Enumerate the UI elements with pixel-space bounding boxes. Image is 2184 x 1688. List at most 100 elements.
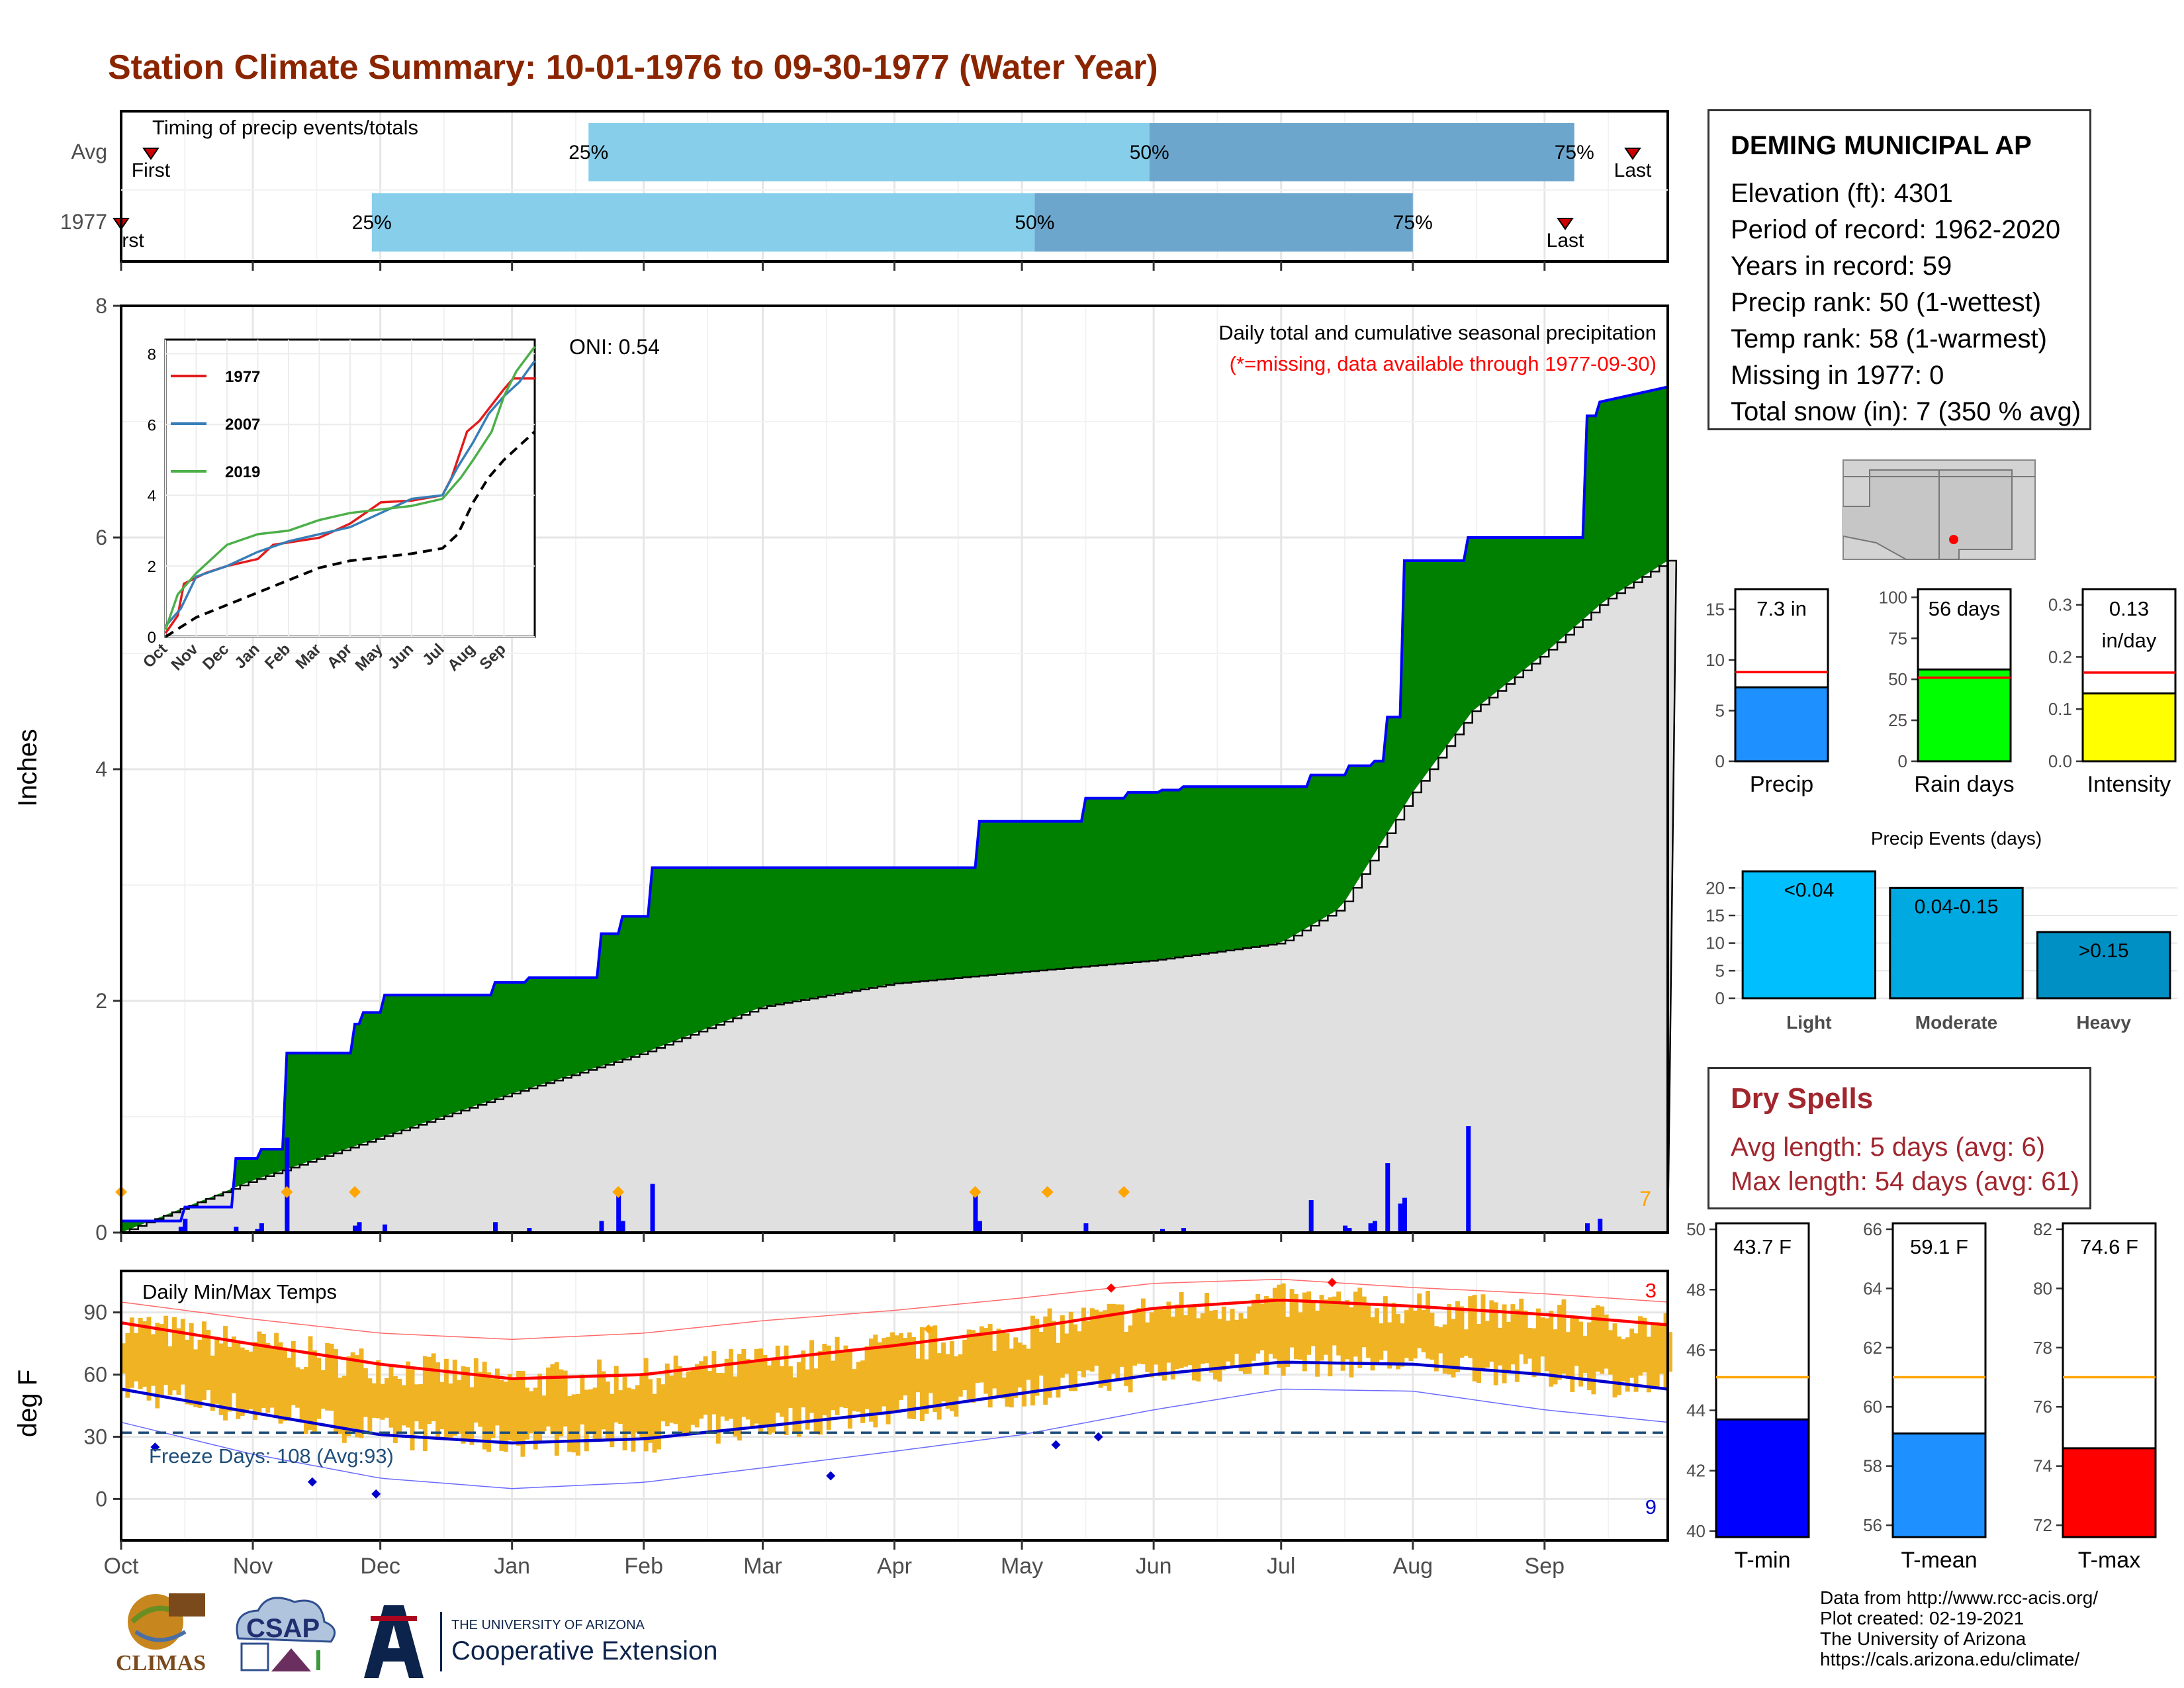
temp-summary-y-tick-label: 40 [1686, 1521, 1706, 1541]
daily-temp-bar [911, 1336, 917, 1419]
daily-temp-bar [1017, 1342, 1023, 1388]
precip-events-title: Precip Events (days) [1871, 828, 2042, 849]
daily-temp-bar [1022, 1344, 1027, 1407]
snow-days-count: 7 [1639, 1187, 1651, 1211]
daily-temp-bar [274, 1333, 279, 1419]
daily-temp-bar [385, 1378, 389, 1418]
daily-precip-bar [259, 1223, 264, 1233]
inset-x-tick-label: Aug [444, 640, 478, 675]
daily-temp-bar [1234, 1319, 1240, 1354]
daily-temp-bar [1430, 1313, 1435, 1360]
timing-p75-label: 75% [1555, 142, 1594, 164]
temp-summary-y-tick-label: 78 [2033, 1338, 2052, 1358]
events-y-tick-label: 5 [1715, 961, 1725, 980]
daily-temp-bar [682, 1377, 687, 1436]
daily-temp-bar [1514, 1309, 1520, 1382]
inset-x-tick-label: Sep [477, 640, 510, 673]
daily-temp-bar [567, 1396, 572, 1452]
daily-temp-bar [1191, 1305, 1197, 1381]
daily-temp-bar [796, 1362, 801, 1437]
inset-x-tick-label: Mar [292, 640, 324, 673]
page-title: Station Climate Summary: 10-01-1976 to 0… [108, 48, 1158, 87]
daily-temp-bar [410, 1369, 415, 1451]
daily-temp-bar [1047, 1308, 1052, 1398]
daily-temp-bar [971, 1330, 976, 1403]
daily-precip-bar [527, 1228, 532, 1233]
snow-day-marker [1118, 1186, 1130, 1198]
daily-temp-bar [1332, 1296, 1337, 1346]
daily-temp-bar [508, 1374, 513, 1440]
daily-temp-bar [992, 1350, 997, 1389]
temp-summary-y-tick-label: 64 [1863, 1278, 1882, 1298]
daily-temp-bar [1259, 1303, 1265, 1350]
daily-temp-bar [898, 1333, 903, 1400]
daily-temp-bar [1549, 1311, 1554, 1387]
daily-temp-bar [1170, 1316, 1175, 1380]
daily-precip-bar [234, 1227, 239, 1233]
daily-temp-bar [1183, 1315, 1189, 1367]
inset-x-tick-label: Apr [324, 640, 355, 672]
temp-summary-value-bar [1891, 1432, 1987, 1538]
daily-temp-bar [1175, 1304, 1180, 1370]
daily-temp-bar [1328, 1297, 1333, 1377]
daily-temp-bar [1208, 1310, 1214, 1373]
daily-temp-bar [278, 1342, 283, 1424]
daily-temp-bar [936, 1353, 942, 1420]
daily-temp-bar [1149, 1312, 1154, 1378]
daily-temp-bar [1119, 1304, 1124, 1367]
daily-precip-bar [1466, 1126, 1471, 1233]
daily-temp-bar [1166, 1301, 1171, 1363]
station-elevation: Elevation (ft): 4301 [1731, 179, 1953, 208]
temp-summary-y-tick-label: 48 [1686, 1280, 1706, 1299]
daily-temp-bar [269, 1348, 275, 1408]
daily-temp-bar [715, 1373, 721, 1444]
record-high-marker [1327, 1278, 1337, 1288]
daily-temp-bar [1646, 1336, 1651, 1393]
record-high-count: 3 [1645, 1279, 1657, 1302]
daily-temp-bar [550, 1364, 555, 1434]
daily-temp-bar [1591, 1307, 1596, 1395]
daily-temp-bar [218, 1343, 224, 1415]
daily-temp-bar [1408, 1307, 1414, 1362]
summary-panel-label: Precip [1750, 772, 1813, 797]
daily-temp-bar [1052, 1321, 1056, 1390]
daily-temp-bar [1161, 1309, 1167, 1381]
daily-temp-bar [452, 1359, 457, 1436]
daily-temp-bar [308, 1336, 313, 1430]
daily-temp-bar [1612, 1323, 1617, 1398]
daily-temp-bar [652, 1393, 657, 1453]
temps-x-tick-label: May [1001, 1554, 1043, 1579]
daily-temp-bar [1242, 1318, 1248, 1374]
daily-temp-bar [406, 1361, 411, 1428]
precip-y-axis-title: Inches [13, 729, 42, 807]
daily-precip-bar [973, 1196, 978, 1233]
daily-precip-bar [178, 1227, 183, 1233]
daily-temp-bar [843, 1345, 848, 1409]
precip-event-bar-label: 0.04-0.15 [1915, 896, 1999, 917]
daily-temp-bar [236, 1342, 241, 1419]
daily-precip-bar [1343, 1225, 1348, 1233]
daily-temp-bar [1060, 1315, 1065, 1378]
daily-temp-bar [142, 1321, 148, 1387]
daily-temp-bar [813, 1368, 819, 1432]
daily-temp-bar [1451, 1319, 1456, 1378]
daily-temp-bar [664, 1363, 670, 1427]
daily-temp-bar [1310, 1300, 1316, 1346]
daily-temp-bar [822, 1343, 827, 1415]
station-years: Years in record: 59 [1731, 252, 1952, 281]
daily-temp-bar [805, 1369, 810, 1430]
daily-temp-bar [1633, 1333, 1639, 1392]
daily-temp-bar [962, 1339, 968, 1390]
daily-temp-bar [856, 1362, 861, 1412]
temps-x-tick-label: Mar [743, 1554, 782, 1579]
temps-x-tick-label: Aug [1393, 1554, 1433, 1579]
temps-x-tick-label: Oct [104, 1554, 139, 1579]
credit-plot-created: Plot created: 02-19-2021 [1820, 1608, 2025, 1628]
daily-temp-bar [868, 1338, 874, 1422]
daily-temp-bar [954, 1356, 959, 1417]
record-low-marker [826, 1471, 836, 1481]
daily-temp-bar [129, 1317, 134, 1388]
daily-temp-bar [1493, 1302, 1498, 1385]
daily-temp-bar [316, 1357, 322, 1419]
daily-temp-bar [465, 1367, 470, 1441]
